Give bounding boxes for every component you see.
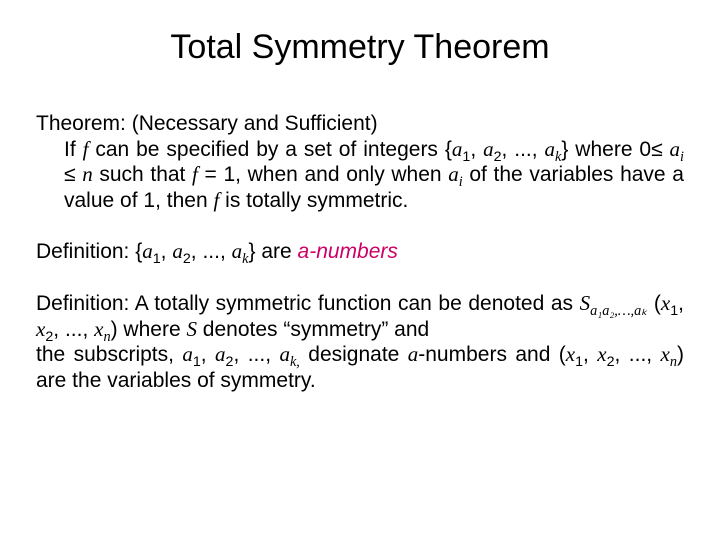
d2a2: a (215, 342, 226, 366)
t3c: is totally symmetric. (225, 189, 408, 212)
z: 0 (639, 138, 651, 161)
xd: ... (65, 318, 83, 341)
t-f1: f (83, 137, 89, 161)
d2l2: where (123, 318, 186, 341)
theorem-sub: (Necessary and Sufficient) (132, 112, 378, 135)
aw: a (408, 342, 419, 366)
ai2: a (448, 162, 459, 186)
d2l3: denotes “symmetry” and (203, 318, 429, 341)
S2: S (186, 317, 197, 341)
t1b: can be specified by a set of integers (95, 138, 445, 161)
x1: x (661, 291, 670, 315)
d2ak: a (279, 342, 290, 366)
d2a1: a (182, 342, 193, 366)
a: a (452, 137, 463, 161)
a2: a (483, 137, 494, 161)
d1are: are (261, 240, 297, 263)
def2-block: Definition: A totally symmetric function… (36, 291, 684, 393)
le1: ≤ (651, 138, 669, 161)
anumbers: a-numbers (298, 240, 398, 263)
t-f2: f (192, 162, 198, 186)
d1d: ... (202, 240, 220, 263)
S: S (580, 291, 591, 315)
d1s2: 2 (183, 252, 191, 268)
n: n (82, 162, 93, 186)
eq1: = 1, (205, 163, 241, 186)
d1a1: a (142, 239, 153, 263)
ai: a (670, 137, 681, 161)
t3b: , then (155, 189, 213, 212)
le2: ≤ (64, 163, 82, 186)
xxd: ... (629, 343, 647, 366)
t2a: where (575, 138, 639, 161)
xxsn: n (670, 354, 677, 370)
t-f3: f (213, 188, 219, 212)
d1ak: a (232, 239, 243, 263)
xx1: x (566, 342, 575, 366)
d2l5b: -numbers and (418, 343, 559, 366)
def2-label: Definition: (36, 292, 135, 315)
d2l6: are the variables of symmetry. (36, 369, 316, 392)
xxs1: 1 (575, 354, 583, 370)
d2d: ... (248, 343, 266, 366)
def1-label: Definition: (36, 240, 135, 263)
x2: x (36, 317, 45, 341)
slide-title: Total Symmetry Theorem (36, 28, 684, 67)
def1-block: Definition: {a1, a2, ..., ak} are a-numb… (36, 239, 684, 265)
slide: Total Symmetry Theorem Theorem: (Necessa… (0, 0, 720, 540)
d2l1: A totally symmetric function can be deno… (135, 292, 580, 315)
xxn: x (661, 342, 670, 366)
xs1: 1 (670, 303, 678, 319)
d1: ... (514, 138, 532, 161)
d1s1: 1 (153, 252, 161, 268)
t2b: such that (99, 163, 192, 186)
d2l5: designate (308, 343, 407, 366)
subS: a₁a₂,…,aₖ (590, 303, 647, 319)
theorem-body: If f can be specified by a set of intege… (36, 137, 684, 214)
d1sk: k (242, 252, 248, 268)
xx2: x (597, 342, 606, 366)
d1a2: a (172, 239, 183, 263)
d2l4: the subscripts, (36, 343, 182, 366)
t2c: when and only when (248, 163, 449, 186)
ak: a (545, 137, 556, 161)
t1a: If (64, 138, 83, 161)
xxs2: 2 (607, 354, 615, 370)
theorem-block: Theorem: (Necessary and Sufficient) If f… (36, 111, 684, 213)
si2: i (459, 174, 463, 190)
one: 1 (143, 189, 155, 212)
theorem-label: Theorem: (36, 112, 126, 135)
